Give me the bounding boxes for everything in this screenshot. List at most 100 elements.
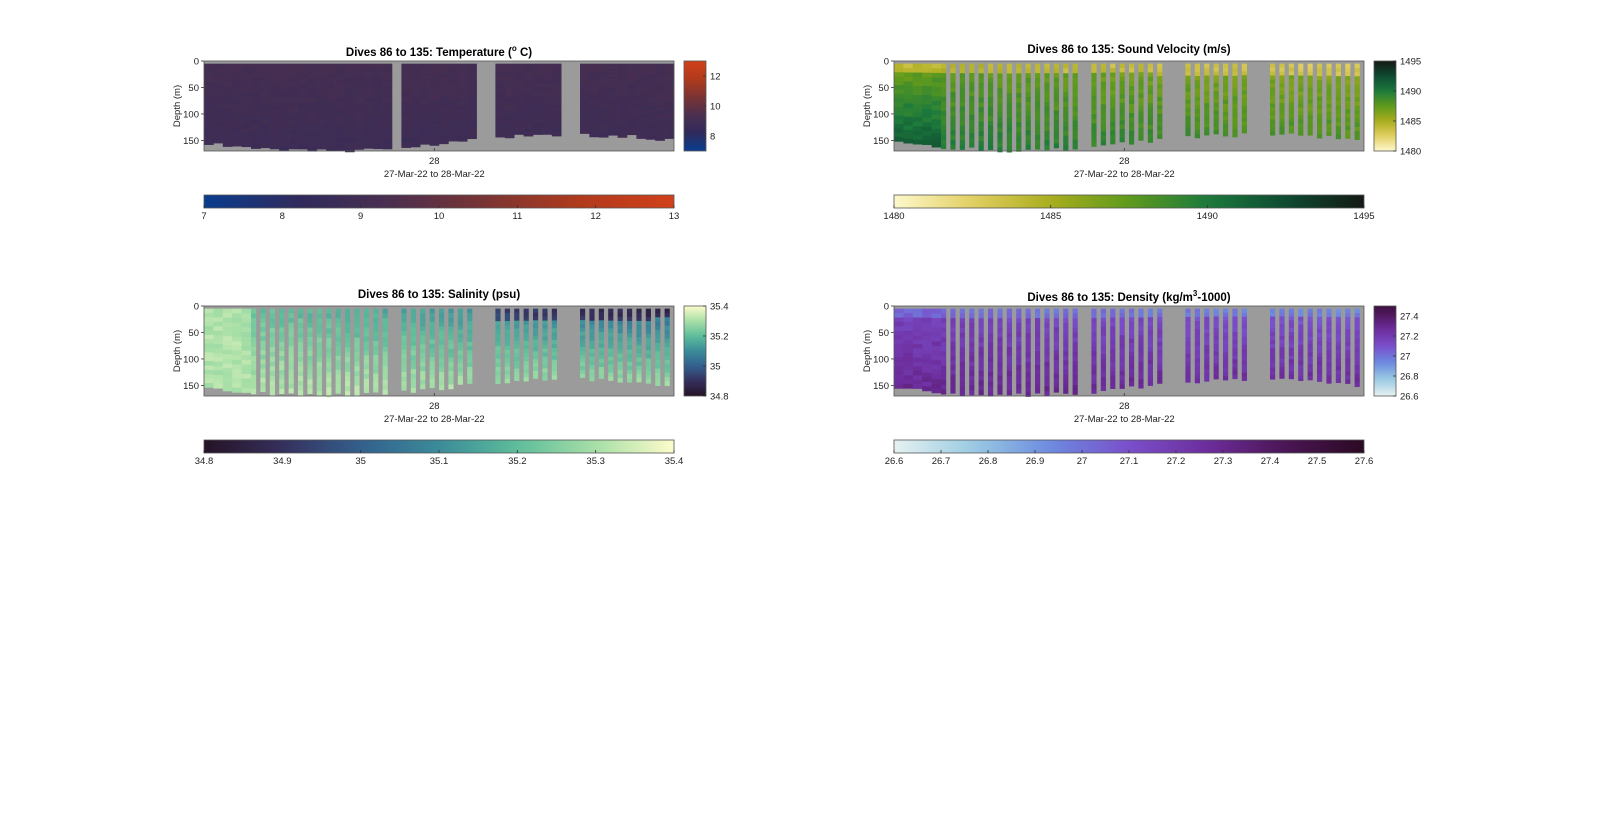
dive-cell — [950, 73, 956, 79]
dive-cell — [251, 82, 261, 88]
dive-cell — [941, 365, 947, 371]
dive-cell — [429, 81, 440, 87]
dive-cell — [922, 317, 932, 323]
dive-cell — [1119, 115, 1125, 121]
dive-cell — [1035, 73, 1041, 79]
dive-cell — [912, 77, 923, 82]
dive-cell — [997, 375, 1003, 381]
dive-cell — [1298, 352, 1304, 357]
dive-cell — [969, 100, 975, 106]
dive-cell — [1270, 340, 1276, 345]
dive-cell — [988, 362, 994, 368]
dive-cell — [1345, 113, 1351, 118]
dive-cell — [950, 82, 956, 88]
dive-cell — [345, 361, 351, 368]
bottom-colorbar-label: 27.4 — [1261, 456, 1280, 467]
dive-cell — [1335, 329, 1341, 334]
dive-cell — [912, 121, 923, 127]
dive-cell — [1138, 110, 1144, 116]
dive-cell — [448, 63, 459, 69]
dive-cell — [1288, 312, 1294, 317]
dive-cell — [335, 145, 346, 151]
dive-cell — [580, 83, 590, 88]
dive-cell — [335, 318, 341, 324]
dive-cell — [645, 325, 651, 330]
dive-column — [1025, 63, 1031, 150]
dive-cell — [997, 389, 1003, 395]
dive-cell — [373, 134, 383, 140]
dive-cell — [213, 321, 224, 327]
bottom-colorbar-label: 12 — [590, 211, 601, 222]
dive-cell — [1317, 71, 1323, 77]
dive-cell — [1044, 371, 1050, 377]
dive-cell — [1194, 63, 1200, 69]
dive-cell — [1091, 63, 1097, 69]
dive-cell — [617, 67, 628, 73]
dive-cell — [1279, 75, 1285, 80]
dive-column — [1354, 63, 1360, 140]
dive-column — [382, 63, 393, 150]
dive-cell — [1307, 79, 1313, 84]
dive-cell — [580, 369, 586, 375]
dive-cell — [1223, 360, 1229, 365]
dive-cell — [232, 109, 242, 115]
dive-cell — [645, 88, 656, 94]
dive-cell — [1147, 124, 1153, 130]
dive-cell — [1157, 84, 1163, 89]
dive-cell — [636, 308, 642, 314]
dive-cell — [439, 130, 449, 136]
dive-cell — [664, 364, 670, 369]
dive-cell — [1072, 120, 1078, 126]
dive-cell — [1157, 316, 1163, 322]
dive-cell — [279, 308, 285, 314]
dive-cell — [1204, 111, 1210, 116]
dive-cell — [533, 99, 543, 104]
dive-cell — [1016, 107, 1022, 113]
dive-cell — [912, 139, 923, 145]
dive-cell — [941, 308, 947, 314]
dive-cell — [1110, 94, 1116, 100]
dive-cell — [495, 312, 501, 318]
dive-cell — [1185, 374, 1191, 379]
dive-cell — [1157, 375, 1163, 380]
dive-cell — [1335, 358, 1341, 363]
dive-cell — [589, 67, 600, 73]
dive-cell — [1279, 118, 1285, 123]
dive-cell — [1345, 321, 1351, 326]
dive-cell — [523, 128, 534, 133]
dive-cell — [645, 122, 656, 128]
dive-cell — [1119, 133, 1125, 138]
dive-cell — [997, 63, 1003, 69]
dive-cell — [1185, 320, 1191, 326]
dive-cell — [1194, 88, 1200, 93]
dive-cell — [664, 126, 675, 131]
dive-cell — [288, 374, 294, 380]
dive-cell — [1006, 380, 1012, 386]
dive-cell — [912, 384, 923, 389]
dive-cell — [1072, 346, 1078, 352]
dive-cell — [1317, 361, 1323, 366]
dive-cell — [1335, 88, 1341, 94]
dive-cell — [1138, 67, 1144, 73]
dive-cell — [1035, 383, 1041, 389]
dive-cell — [1213, 367, 1219, 372]
dive-cell — [279, 327, 285, 333]
dive-cell — [533, 308, 539, 313]
dive-cell — [1213, 324, 1219, 329]
dive-cell — [664, 308, 670, 314]
dive-cell — [627, 67, 637, 72]
dive-column — [288, 63, 299, 150]
dive-cell — [401, 344, 407, 350]
dive-cell — [1157, 121, 1163, 127]
dive-cell — [420, 348, 426, 354]
dive-cell — [1147, 334, 1153, 339]
dive-cell — [260, 340, 266, 346]
dive-cell — [1345, 67, 1351, 73]
dive-cell — [959, 97, 965, 103]
dive-column — [514, 308, 520, 382]
dive-cell — [1213, 343, 1219, 349]
dive-cell — [551, 67, 562, 72]
dive-cell — [1232, 108, 1238, 113]
dive-cell — [950, 125, 956, 131]
dive-cell — [1223, 328, 1229, 333]
